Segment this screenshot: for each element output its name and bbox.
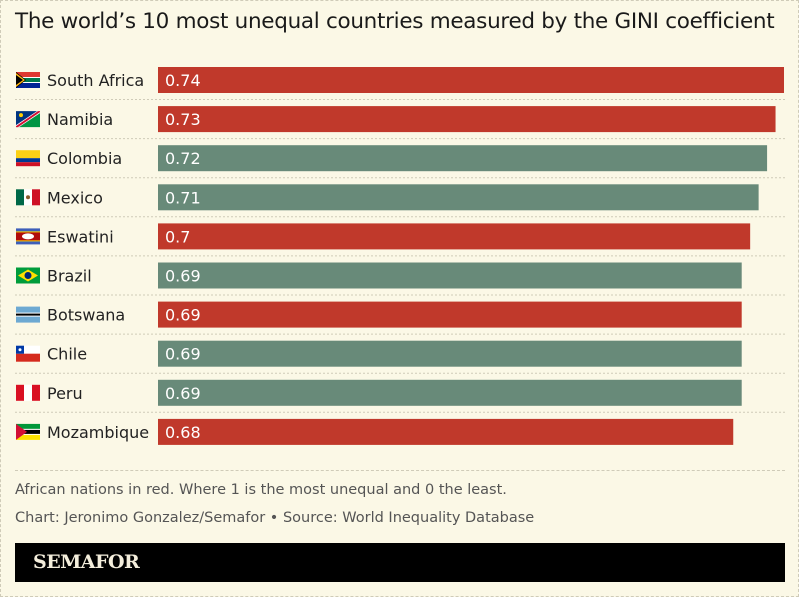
bar-row: Brazil 0.69 <box>15 262 785 296</box>
bar-row: Eswatini 0.7 <box>15 223 785 257</box>
value-label: 0.7 <box>165 227 190 246</box>
credit: Chart: Jeronimo Gonzalez/Semafor • Sourc… <box>15 510 535 526</box>
value-label: 0.69 <box>165 267 201 286</box>
flag-chile-icon <box>16 345 40 362</box>
bar <box>158 379 742 406</box>
value-label: 0.69 <box>165 306 201 325</box>
bar <box>158 340 742 367</box>
value-label: 0.69 <box>165 384 201 403</box>
flag-mexico-icon <box>16 189 40 206</box>
bar-row: South Africa 0.74 <box>15 67 785 100</box>
bar <box>158 184 759 211</box>
brand-bar: SEMAFOR <box>15 543 785 582</box>
bar-chart: South Africa 0.74 Namibia 0.73 Colombia 0.72 M… <box>15 67 785 445</box>
flag-namibia-icon <box>16 111 40 128</box>
bar-row: Mexico 0.71 <box>15 184 785 218</box>
value-label: 0.74 <box>165 71 201 90</box>
category-label: Eswatini <box>47 227 114 246</box>
category-label: Mozambique <box>47 423 149 442</box>
caption: African nations in red. Where 1 is the m… <box>15 482 507 498</box>
flag-mozambique-icon <box>16 423 40 440</box>
value-label: 0.72 <box>165 149 201 168</box>
chart-title: The world’s 10 most unequal countries me… <box>15 9 775 34</box>
bar-row: Peru 0.69 <box>15 379 785 413</box>
bar-row: Chile 0.69 <box>15 340 785 374</box>
bar <box>158 418 734 445</box>
bar <box>158 223 751 250</box>
category-label: Brazil <box>47 267 92 286</box>
category-label: Mexico <box>47 188 103 207</box>
category-label: Chile <box>47 345 87 364</box>
flag-peru-icon <box>16 384 40 401</box>
semafor-logo: SEMAFOR <box>33 551 140 573</box>
category-label: Namibia <box>47 110 113 129</box>
bar <box>158 145 768 172</box>
bar <box>158 106 776 133</box>
bar-row: Colombia 0.72 <box>15 145 785 179</box>
category-label: Botswana <box>47 306 125 325</box>
flag-colombia-icon <box>16 150 40 167</box>
bar <box>158 67 784 93</box>
divider <box>15 470 785 471</box>
value-label: 0.71 <box>165 188 201 207</box>
bar-row: Botswana 0.69 <box>15 301 785 335</box>
category-label: Colombia <box>47 149 122 168</box>
value-label: 0.68 <box>165 423 201 442</box>
bar-row: Namibia 0.73 <box>15 106 785 140</box>
bar-row: Mozambique 0.68 <box>16 418 734 445</box>
bar <box>158 301 742 328</box>
category-label: South Africa <box>47 71 144 90</box>
flag-brazil-icon <box>16 267 40 284</box>
value-label: 0.73 <box>165 110 201 129</box>
flag-eswatini-icon <box>16 228 40 245</box>
category-label: Peru <box>47 384 83 403</box>
value-label: 0.69 <box>165 345 201 364</box>
flag-south-africa-icon <box>16 72 40 88</box>
bar <box>158 262 742 289</box>
flag-botswana-icon <box>16 306 40 323</box>
